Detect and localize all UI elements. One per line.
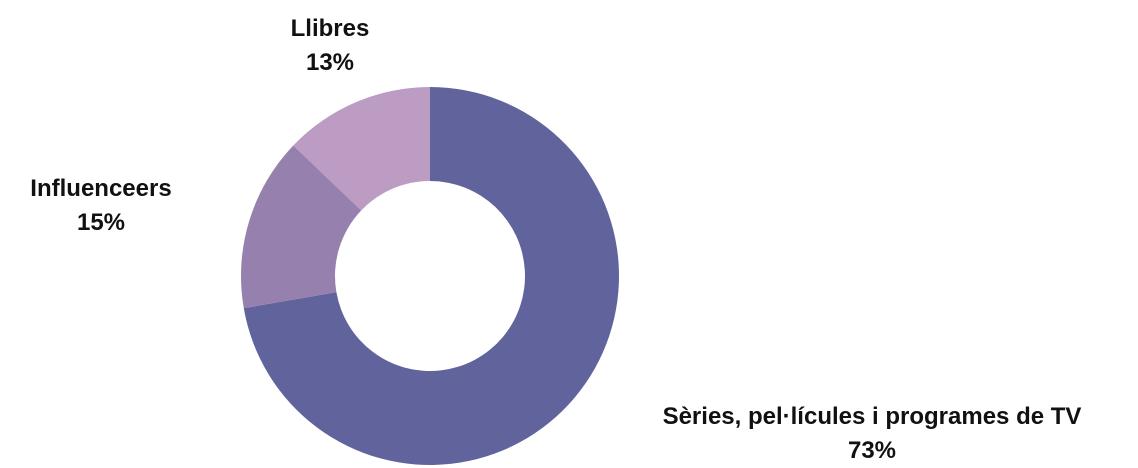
slice-label-series: Sèries, pel·lícules i programes de TV 73…	[612, 400, 1132, 468]
donut-slice-1	[241, 145, 362, 309]
slice-label-series-name: Sèries, pel·lícules i programes de TV	[662, 403, 1082, 430]
slice-label-series-value: 73%	[847, 437, 897, 464]
slice-label-influencers-name: Influenceers	[30, 175, 172, 202]
donut-slice-0	[243, 87, 619, 465]
slice-label-influencers-value: 15%	[76, 209, 126, 236]
slice-label-influencers: Influenceers 15%	[6, 172, 196, 240]
donut-slice-2	[293, 87, 430, 211]
slice-label-llibres: Llibres 13%	[260, 12, 400, 80]
slice-label-llibres-name: Llibres	[290, 15, 370, 42]
slice-label-llibres-value: 13%	[305, 49, 355, 76]
